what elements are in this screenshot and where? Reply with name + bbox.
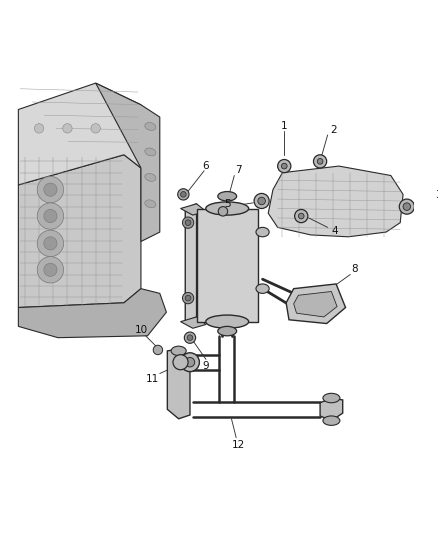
Polygon shape: [320, 398, 343, 421]
Polygon shape: [18, 155, 141, 308]
Text: 1: 1: [281, 120, 288, 131]
Circle shape: [298, 213, 304, 219]
Circle shape: [44, 263, 57, 277]
Ellipse shape: [206, 202, 249, 215]
Text: 7: 7: [235, 165, 241, 175]
Circle shape: [37, 176, 64, 203]
Circle shape: [182, 217, 194, 228]
Circle shape: [258, 197, 265, 205]
Circle shape: [173, 354, 188, 370]
Circle shape: [187, 335, 193, 341]
Ellipse shape: [323, 416, 340, 425]
Text: 9: 9: [203, 361, 209, 371]
Polygon shape: [268, 166, 403, 237]
Circle shape: [153, 345, 162, 354]
Circle shape: [184, 332, 196, 343]
Circle shape: [180, 191, 186, 197]
Circle shape: [185, 358, 194, 367]
Circle shape: [278, 159, 291, 173]
Text: 5: 5: [224, 199, 231, 209]
Circle shape: [44, 209, 57, 223]
Ellipse shape: [218, 191, 237, 201]
Circle shape: [44, 237, 57, 250]
Polygon shape: [95, 83, 160, 241]
Circle shape: [37, 230, 64, 256]
Ellipse shape: [218, 326, 237, 336]
Circle shape: [182, 293, 194, 304]
Circle shape: [218, 207, 228, 216]
Ellipse shape: [171, 346, 186, 356]
Text: 10: 10: [134, 325, 148, 335]
Ellipse shape: [323, 393, 340, 403]
Polygon shape: [294, 292, 337, 317]
Ellipse shape: [256, 284, 269, 293]
Polygon shape: [18, 83, 141, 185]
Polygon shape: [167, 349, 190, 419]
Text: 8: 8: [352, 264, 358, 274]
Ellipse shape: [145, 173, 156, 181]
Circle shape: [35, 124, 44, 133]
Circle shape: [63, 124, 72, 133]
Circle shape: [180, 353, 199, 372]
Text: 11: 11: [145, 374, 159, 384]
Circle shape: [403, 203, 410, 211]
Ellipse shape: [145, 148, 156, 156]
Text: 4: 4: [332, 226, 339, 236]
Text: 6: 6: [203, 161, 209, 171]
Circle shape: [254, 193, 269, 208]
Circle shape: [317, 158, 323, 164]
Ellipse shape: [206, 315, 249, 328]
Circle shape: [44, 183, 57, 196]
Circle shape: [295, 209, 308, 223]
Circle shape: [91, 124, 100, 133]
Circle shape: [282, 163, 287, 169]
Text: 2: 2: [330, 125, 336, 135]
Circle shape: [314, 155, 327, 168]
Circle shape: [37, 203, 64, 229]
Ellipse shape: [145, 123, 156, 131]
Polygon shape: [180, 204, 206, 215]
Text: 3: 3: [435, 190, 438, 200]
Polygon shape: [185, 204, 197, 321]
Bar: [197, 208, 258, 321]
Circle shape: [178, 189, 189, 200]
Circle shape: [37, 256, 64, 283]
Ellipse shape: [256, 228, 269, 237]
Polygon shape: [18, 289, 166, 338]
Ellipse shape: [145, 200, 156, 208]
Polygon shape: [180, 317, 206, 328]
Polygon shape: [286, 284, 346, 324]
Text: 12: 12: [231, 440, 245, 450]
Circle shape: [185, 295, 191, 301]
Circle shape: [185, 220, 191, 225]
Circle shape: [399, 199, 414, 214]
